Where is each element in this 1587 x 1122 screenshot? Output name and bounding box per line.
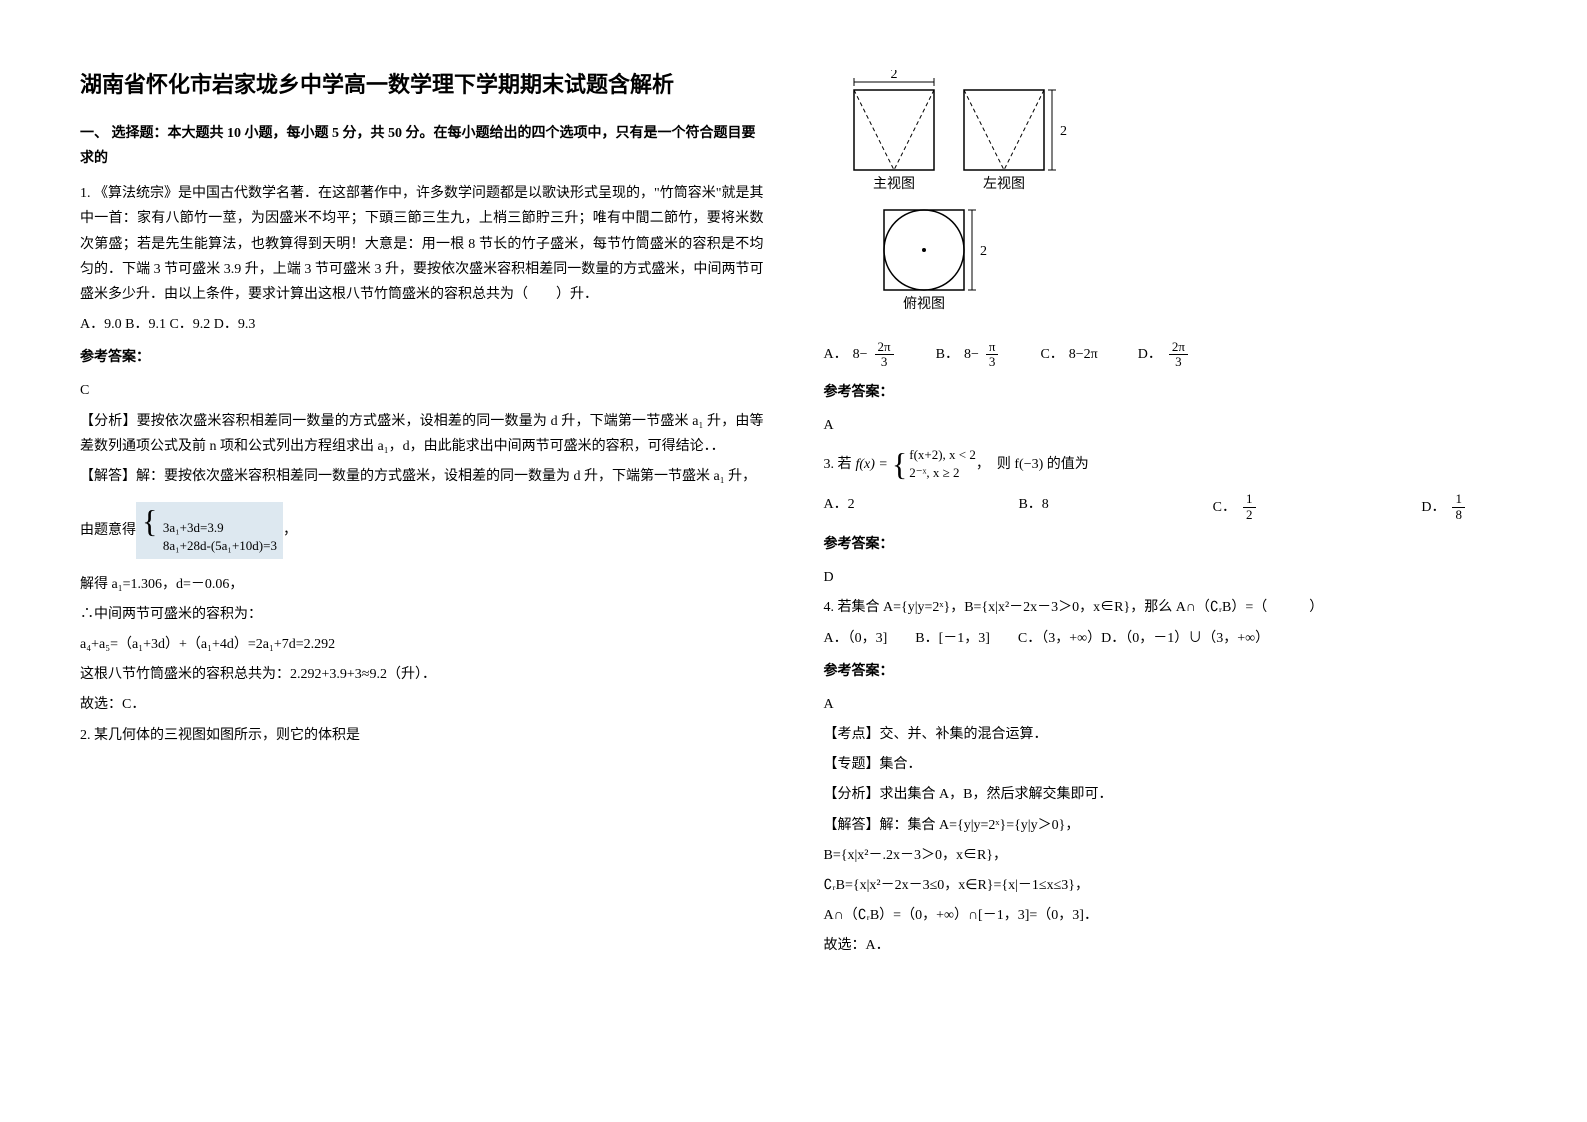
top-view-label: 俯视图 xyxy=(903,296,945,312)
opt-d-frac: 1 8 xyxy=(1452,492,1465,522)
q3-options-row: A．2 B．8 C． 1 2 D． 1 8 xyxy=(824,492,1508,522)
q4-fenxi: 【分析】求出集合 A，B，然后求解交集即可． xyxy=(824,782,1508,807)
opt-d-prefix: D． xyxy=(1138,342,1162,367)
eq-content: 3a₁+3d=3.9 8a₁+28d-(5a₁+10d)=3 xyxy=(163,519,277,555)
answer-heading-3: 参考答案： xyxy=(824,532,1508,557)
q2-options-row: A． 8− 2π 3 B． 8− π 3 C． 8−2π D． 2π 3 xyxy=(824,340,1508,370)
q1-equations: { 3a₁+3d=3.9 8a₁+28d-(5a₁+10d)=3 xyxy=(136,502,283,558)
q3-option-c: C． 1 2 xyxy=(1213,492,1258,522)
brace-icon: { xyxy=(892,448,907,480)
opt-a-left: 8− xyxy=(853,342,868,367)
q1-answer: C xyxy=(80,378,764,403)
three-view-diagram: 2 主视图 2 左视图 xyxy=(824,70,1508,325)
eq-prefix: 由题意得 xyxy=(80,518,136,543)
q1-solve-4: a₄+a₅=（a₁+3d）+（a₁+4d）=2a₁+7d=2.292 xyxy=(80,632,764,657)
q4-jieda-2: B={x|x²－.2x－3＞0，x∈R}， xyxy=(824,843,1508,868)
q3-prefix: 3. 若 xyxy=(824,452,852,477)
opt-d-prefix: D． xyxy=(1421,495,1445,520)
q2-option-d: D． 2π 3 xyxy=(1138,340,1190,370)
q1-solve-1: 【解答】解：要按依次盛米容积相差同一数量的方式盛米，设相差的同一数量为 d 升，… xyxy=(80,464,764,489)
solve-label: 【解答】 xyxy=(80,469,136,484)
q3-piece-1: f(x+2), x < 2 xyxy=(909,446,976,464)
q4-kaodian: 【考点】交、并、补集的混合运算． xyxy=(824,722,1508,747)
q2-answer: A xyxy=(824,413,1508,438)
q4-options: A．（0，3] B．[－1，3] C．（3，+∞）D．（0，－1）∪（3，+∞） xyxy=(824,626,1508,651)
opt-c-expr: 8−2π xyxy=(1069,342,1098,367)
left-column: 湖南省怀化市岩家垅乡中学高一数学理下学期期末试题含解析 一、 选择题：本大题共 … xyxy=(50,70,794,1092)
q3-suffix: ， 则 f(−3) 的值为 xyxy=(976,452,1089,477)
opt-d-frac: 2π 3 xyxy=(1169,340,1188,370)
q1-solve-3: ∴中间两节可盛米的容积为： xyxy=(80,602,764,627)
q3-option-b: B．8 xyxy=(1018,492,1048,522)
analysis-text: 要按依次盛米容积相差同一数量的方式盛米，设相差的同一数量为 d 升，下端第一节盛… xyxy=(80,414,764,454)
q2-option-c: C． 8−2π xyxy=(1040,342,1097,367)
right-column: 2 主视图 2 左视图 xyxy=(794,70,1538,1092)
main-view-label: 主视图 xyxy=(873,176,915,192)
q4-zhuanti: 【专题】集合． xyxy=(824,752,1508,777)
answer-heading-1: 参考答案： xyxy=(80,345,764,370)
section-1-heading: 一、 选择题：本大题共 10 小题，每小题 5 分，共 50 分。在每小题给出的… xyxy=(80,121,764,171)
q1-solve-2: 解得 a₁=1.306，d=－0.06， xyxy=(80,572,764,597)
label-2-right: 2 xyxy=(1060,124,1067,139)
eq-line-2: 8a₁+28d-(5a₁+10d)=3 xyxy=(163,537,277,555)
solve-text: 解：要按依次盛米容积相差同一数量的方式盛米，设相差的同一数量为 d 升，下端第一… xyxy=(136,469,756,484)
opt-a-prefix: A． xyxy=(824,342,848,367)
answer-heading-4: 参考答案： xyxy=(824,659,1508,684)
q4-jieda-5: 故选：A． xyxy=(824,933,1508,958)
q4-text: 4. 若集合 A={y|y=2ˣ}，B={x|x²－2x－3＞0，x∈R}，那么… xyxy=(824,595,1508,620)
q2-text: 2. 某几何体的三视图如图所示，则它的体积是 xyxy=(80,723,764,748)
opt-b-frac: π 3 xyxy=(986,340,999,370)
brace-icon: { xyxy=(142,503,157,539)
q1-options: A．9.0 B．9.1 C．9.2 D．9.3 xyxy=(80,312,764,337)
q3-option-a: A．2 xyxy=(824,492,855,522)
diagram-svg: 2 主视图 2 左视图 xyxy=(824,70,1084,325)
q3-piece-2: 2⁻ˣ, x ≥ 2 xyxy=(909,464,976,482)
analysis-label: 【分析】 xyxy=(80,414,137,429)
opt-a-frac: 2π 3 xyxy=(875,340,894,370)
q4-jieda: 【解答】解：集合 A={y|y=2ˣ}={y|y＞0}， xyxy=(824,813,1508,838)
q4-jieda-3: ∁ᵣB={x|x²－2x－3≤0，x∈R}={x|－1≤x≤3}， xyxy=(824,873,1508,898)
jieda-label: 【解答】 xyxy=(824,818,880,833)
opt-c-prefix: C． xyxy=(1213,495,1236,520)
comma: ， xyxy=(283,518,297,543)
jieda-1: 解：集合 A={y|y=2ˣ}={y|y＞0}， xyxy=(880,818,1080,833)
opt-b-prefix: B． xyxy=(936,342,959,367)
q3-option-d: D． 1 8 xyxy=(1421,492,1467,522)
q2-option-b: B． 8− π 3 xyxy=(936,340,1001,370)
q1-solve-6: 故选：C． xyxy=(80,692,764,717)
q2-option-a: A． 8− 2π 3 xyxy=(824,340,896,370)
label-2-top: 2 xyxy=(890,70,897,82)
label-2-top-view: 2 xyxy=(980,244,987,259)
answer-heading-2: 参考答案： xyxy=(824,380,1508,405)
opt-c-prefix: C． xyxy=(1040,342,1063,367)
q3-pieces: f(x+2), x < 2 2⁻ˣ, x ≥ 2 xyxy=(909,446,976,482)
q3-piecewise: { f(x+2), x < 2 2⁻ˣ, x ≥ 2 xyxy=(892,446,976,482)
opt-c-frac: 1 2 xyxy=(1243,492,1256,522)
q1-text: 1. 《算法统宗》是中国古代数学名著．在这部著作中，许多数学问题都是以歌诀形式呈… xyxy=(80,181,764,307)
opt-b-left: 8− xyxy=(964,342,979,367)
q1-analysis: 【分析】要按依次盛米容积相差同一数量的方式盛米，设相差的同一数量为 d 升，下端… xyxy=(80,409,764,459)
q3-row: 3. 若 f(x) = { f(x+2), x < 2 2⁻ˣ, x ≥ 2 ，… xyxy=(824,446,1508,482)
q1-solve-5: 这根八节竹筒盛米的容积总共为：2.292+3.9+3≈9.2（升）． xyxy=(80,662,764,687)
eq-line-1: 3a₁+3d=3.9 xyxy=(163,519,277,537)
q3-fx: f(x) = xyxy=(856,452,888,477)
q4-jieda-4: A∩（∁ᵣB）=（0，+∞）∩[－1，3]=（0，3]． xyxy=(824,903,1508,928)
q3-answer: D xyxy=(824,565,1508,590)
q1-equation-block: 由题意得 { 3a₁+3d=3.9 8a₁+28d-(5a₁+10d)=3 ， xyxy=(80,497,764,563)
left-view-label: 左视图 xyxy=(983,176,1025,192)
document-title: 湖南省怀化市岩家垅乡中学高一数学理下学期期末试题含解析 xyxy=(80,70,764,101)
q4-answer: A xyxy=(824,692,1508,717)
